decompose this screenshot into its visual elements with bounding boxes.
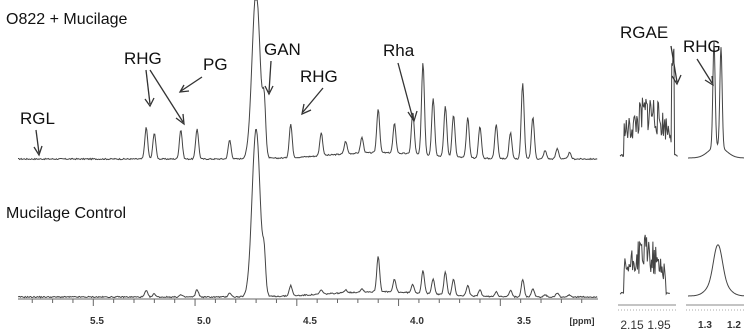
svg-text:RHG: RHG	[124, 49, 162, 68]
annotation-gan: GAN	[264, 40, 301, 96]
annotation-rgae: RGAE	[620, 23, 682, 86]
inset2-tick-1-3: 1.3	[698, 320, 712, 331]
tick-label-4-0: 4.0	[410, 316, 424, 327]
spectrum-line-top	[18, 0, 598, 161]
annotation-rgl: RGL	[20, 109, 55, 157]
svg-text:GAN: GAN	[264, 40, 301, 59]
inset1-spectrum-top	[619, 48, 678, 158]
inset1-tick-1-95: 1.95	[647, 318, 671, 332]
svg-text:RGAE: RGAE	[620, 23, 668, 42]
spectrum-line-bottom	[17, 128, 598, 299]
svg-text:RGL: RGL	[20, 109, 55, 128]
annotation-rhg-2: RHG	[300, 67, 338, 116]
svg-text:Rha: Rha	[383, 41, 415, 60]
inset2-spectrum-bottom	[688, 244, 744, 297]
annotation-rha: Rha	[383, 41, 418, 123]
x-axis-inset2: 1.3 1.2	[686, 304, 744, 331]
tick-label-5-0: 5.0	[197, 316, 211, 327]
inset2-spectrum-top	[688, 41, 744, 159]
svg-text:PG: PG	[203, 55, 228, 74]
tick-label-4-5: 4.5	[303, 316, 317, 327]
svg-text:RHG: RHG	[683, 37, 721, 56]
tick-label-3-5: 3.5	[517, 316, 531, 327]
inset1-spectrum-bottom	[619, 234, 671, 296]
axis-unit-label: [ppm]	[570, 316, 595, 326]
inset1-tick-2-15: 2.15	[620, 318, 644, 332]
spectrum-title-bottom: Mucilage Control	[6, 205, 126, 222]
inset2-tick-1-2: 1.2	[727, 320, 741, 331]
x-axis-inset1: 2.15 1.95	[618, 304, 676, 332]
svg-text:RHG: RHG	[300, 67, 338, 86]
annotation-rhg-3: RHG	[683, 37, 721, 87]
annotation-pg: PG	[178, 55, 228, 93]
tick-label-5-5: 5.5	[90, 316, 104, 327]
annotation-rhg-1: RHG	[124, 49, 185, 126]
spectrum-title-top: O822 + Mucilage	[6, 11, 128, 28]
x-axis-main: 5.5 5.0 4.5 4.0 3.5 [ppm]	[18, 298, 598, 327]
